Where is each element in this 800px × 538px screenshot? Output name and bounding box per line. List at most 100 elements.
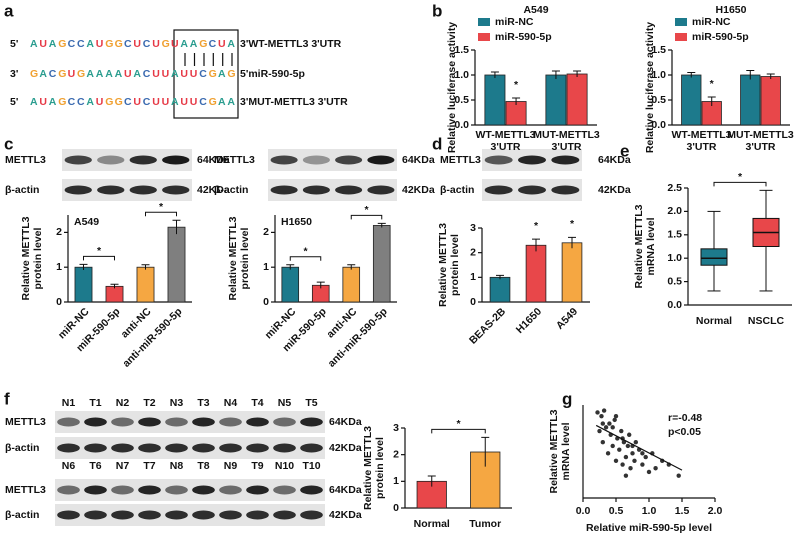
y-tick-label: 0.5 — [454, 94, 469, 106]
blot-band — [97, 185, 125, 195]
blot-band — [551, 155, 580, 165]
blot-band — [302, 155, 330, 165]
lane-label: N4 — [224, 397, 238, 409]
blot-band — [138, 443, 161, 453]
nucleotide: U — [180, 68, 188, 80]
blot-strip — [55, 479, 325, 501]
text-line: MUT-METTL3 — [533, 129, 600, 141]
blot-size-label: 42KDa — [329, 509, 362, 521]
y-tick-label: 2.5 — [667, 182, 682, 194]
nucleotide: A — [86, 68, 94, 80]
chart-title: A549 — [74, 216, 99, 228]
point — [630, 451, 635, 456]
text-line: protein level — [239, 227, 251, 289]
blot-band — [270, 155, 298, 165]
x-tick-label: WT-METTL3 3'UTR — [671, 129, 731, 153]
y-axis-label: Relative METTL3mRNA level — [548, 409, 572, 493]
error-bar — [707, 96, 716, 106]
panel-label: d — [432, 134, 442, 153]
blot-row-label: METTL3 — [5, 154, 46, 166]
text-line: Relative METTL3 — [362, 426, 374, 510]
nucleotide: C — [68, 38, 76, 50]
bar — [489, 276, 511, 303]
blot-band — [300, 443, 323, 453]
error-bar — [496, 274, 504, 280]
x-tick-label: Normal — [696, 315, 732, 327]
error-bar — [490, 71, 499, 78]
blot-strip — [62, 179, 192, 201]
point — [628, 466, 633, 471]
y-tick-label: 2.0 — [667, 205, 682, 217]
nucleotide: U — [162, 96, 170, 108]
bar — [281, 266, 300, 303]
error-bar — [172, 219, 181, 235]
blot-size-label: 42KDa — [329, 442, 362, 454]
error-bar — [568, 236, 576, 249]
y-axis-label: Relative METTL3protein level — [362, 426, 386, 510]
nucleotide: U — [68, 68, 76, 80]
y-axis-label: Relative METTL3protein level — [437, 223, 461, 307]
blot-size-label: 42KDa — [402, 184, 435, 196]
blot-size-label: 64KDa — [329, 416, 362, 428]
blot-band — [518, 155, 546, 165]
point — [633, 440, 638, 445]
y-axis-label: Relative luciferase activity — [644, 22, 656, 153]
point — [601, 408, 607, 413]
nucleotide: A — [30, 96, 38, 108]
y-tick-label: 2 — [393, 448, 399, 460]
blot-band — [162, 155, 190, 165]
blot-band — [111, 417, 134, 427]
significance-bracket — [83, 255, 115, 261]
blot-band — [57, 443, 80, 453]
legend-swatch — [478, 33, 490, 41]
x-tick-label: 1.0 — [642, 505, 657, 517]
nucleotide: C — [209, 38, 217, 50]
lane-label: T1 — [89, 397, 101, 409]
sequence: A U A GC C A U GGC U C U U A U U C GA A — [30, 96, 235, 108]
bar — [681, 74, 702, 126]
bar — [525, 244, 547, 303]
y-tick-label: 1 — [470, 271, 476, 283]
blot-band — [57, 485, 80, 495]
blot-band — [246, 417, 269, 427]
nucleotide: C — [68, 96, 76, 108]
base-pairs — [184, 53, 233, 66]
error-bar — [512, 97, 521, 105]
seq-suffix: 3'WT-METTL3 3'UTR — [240, 38, 342, 50]
blot-band — [165, 417, 188, 427]
nucleotide: G — [58, 96, 66, 108]
blot-band — [165, 443, 188, 453]
lane-label: T10 — [302, 460, 320, 472]
y-tick-label: 1.0 — [454, 69, 469, 81]
nucleotide: C — [77, 96, 85, 108]
blot-row-label: β-actin — [5, 509, 39, 521]
blot-band — [484, 155, 513, 165]
nucleotide: A — [171, 96, 179, 108]
blot-band — [111, 443, 134, 453]
nucleotide: U — [152, 38, 160, 50]
y-tick-label: 2 — [263, 226, 269, 238]
nucleotide: A — [105, 68, 113, 80]
nucleotide: A — [133, 68, 141, 80]
nucleotide: A — [171, 68, 179, 80]
blot-size-label: 64KDa — [197, 154, 230, 166]
blot-row-label: β-actin — [214, 184, 248, 196]
panel-label: b — [432, 1, 442, 20]
blot-band — [64, 155, 92, 165]
nucleotide: C — [143, 38, 151, 50]
lane-label: T4 — [251, 397, 263, 409]
nucleotide: U — [162, 68, 170, 80]
nucleotide: A — [86, 96, 94, 108]
legend-label: miR-NC — [692, 16, 731, 28]
significance-label: * — [159, 201, 164, 213]
nucleotide: G — [209, 68, 217, 80]
bar — [566, 73, 588, 126]
nucleotide: C — [49, 68, 57, 80]
blot-size-label: 42KDa — [598, 184, 631, 196]
nucleotide: C — [199, 96, 207, 108]
legend-swatch — [675, 33, 687, 41]
bar — [74, 266, 93, 303]
nucleotide: U — [218, 38, 226, 50]
blot-band — [300, 417, 323, 427]
x-tick-label: MUT-METTL3 3'UTR — [727, 129, 794, 153]
